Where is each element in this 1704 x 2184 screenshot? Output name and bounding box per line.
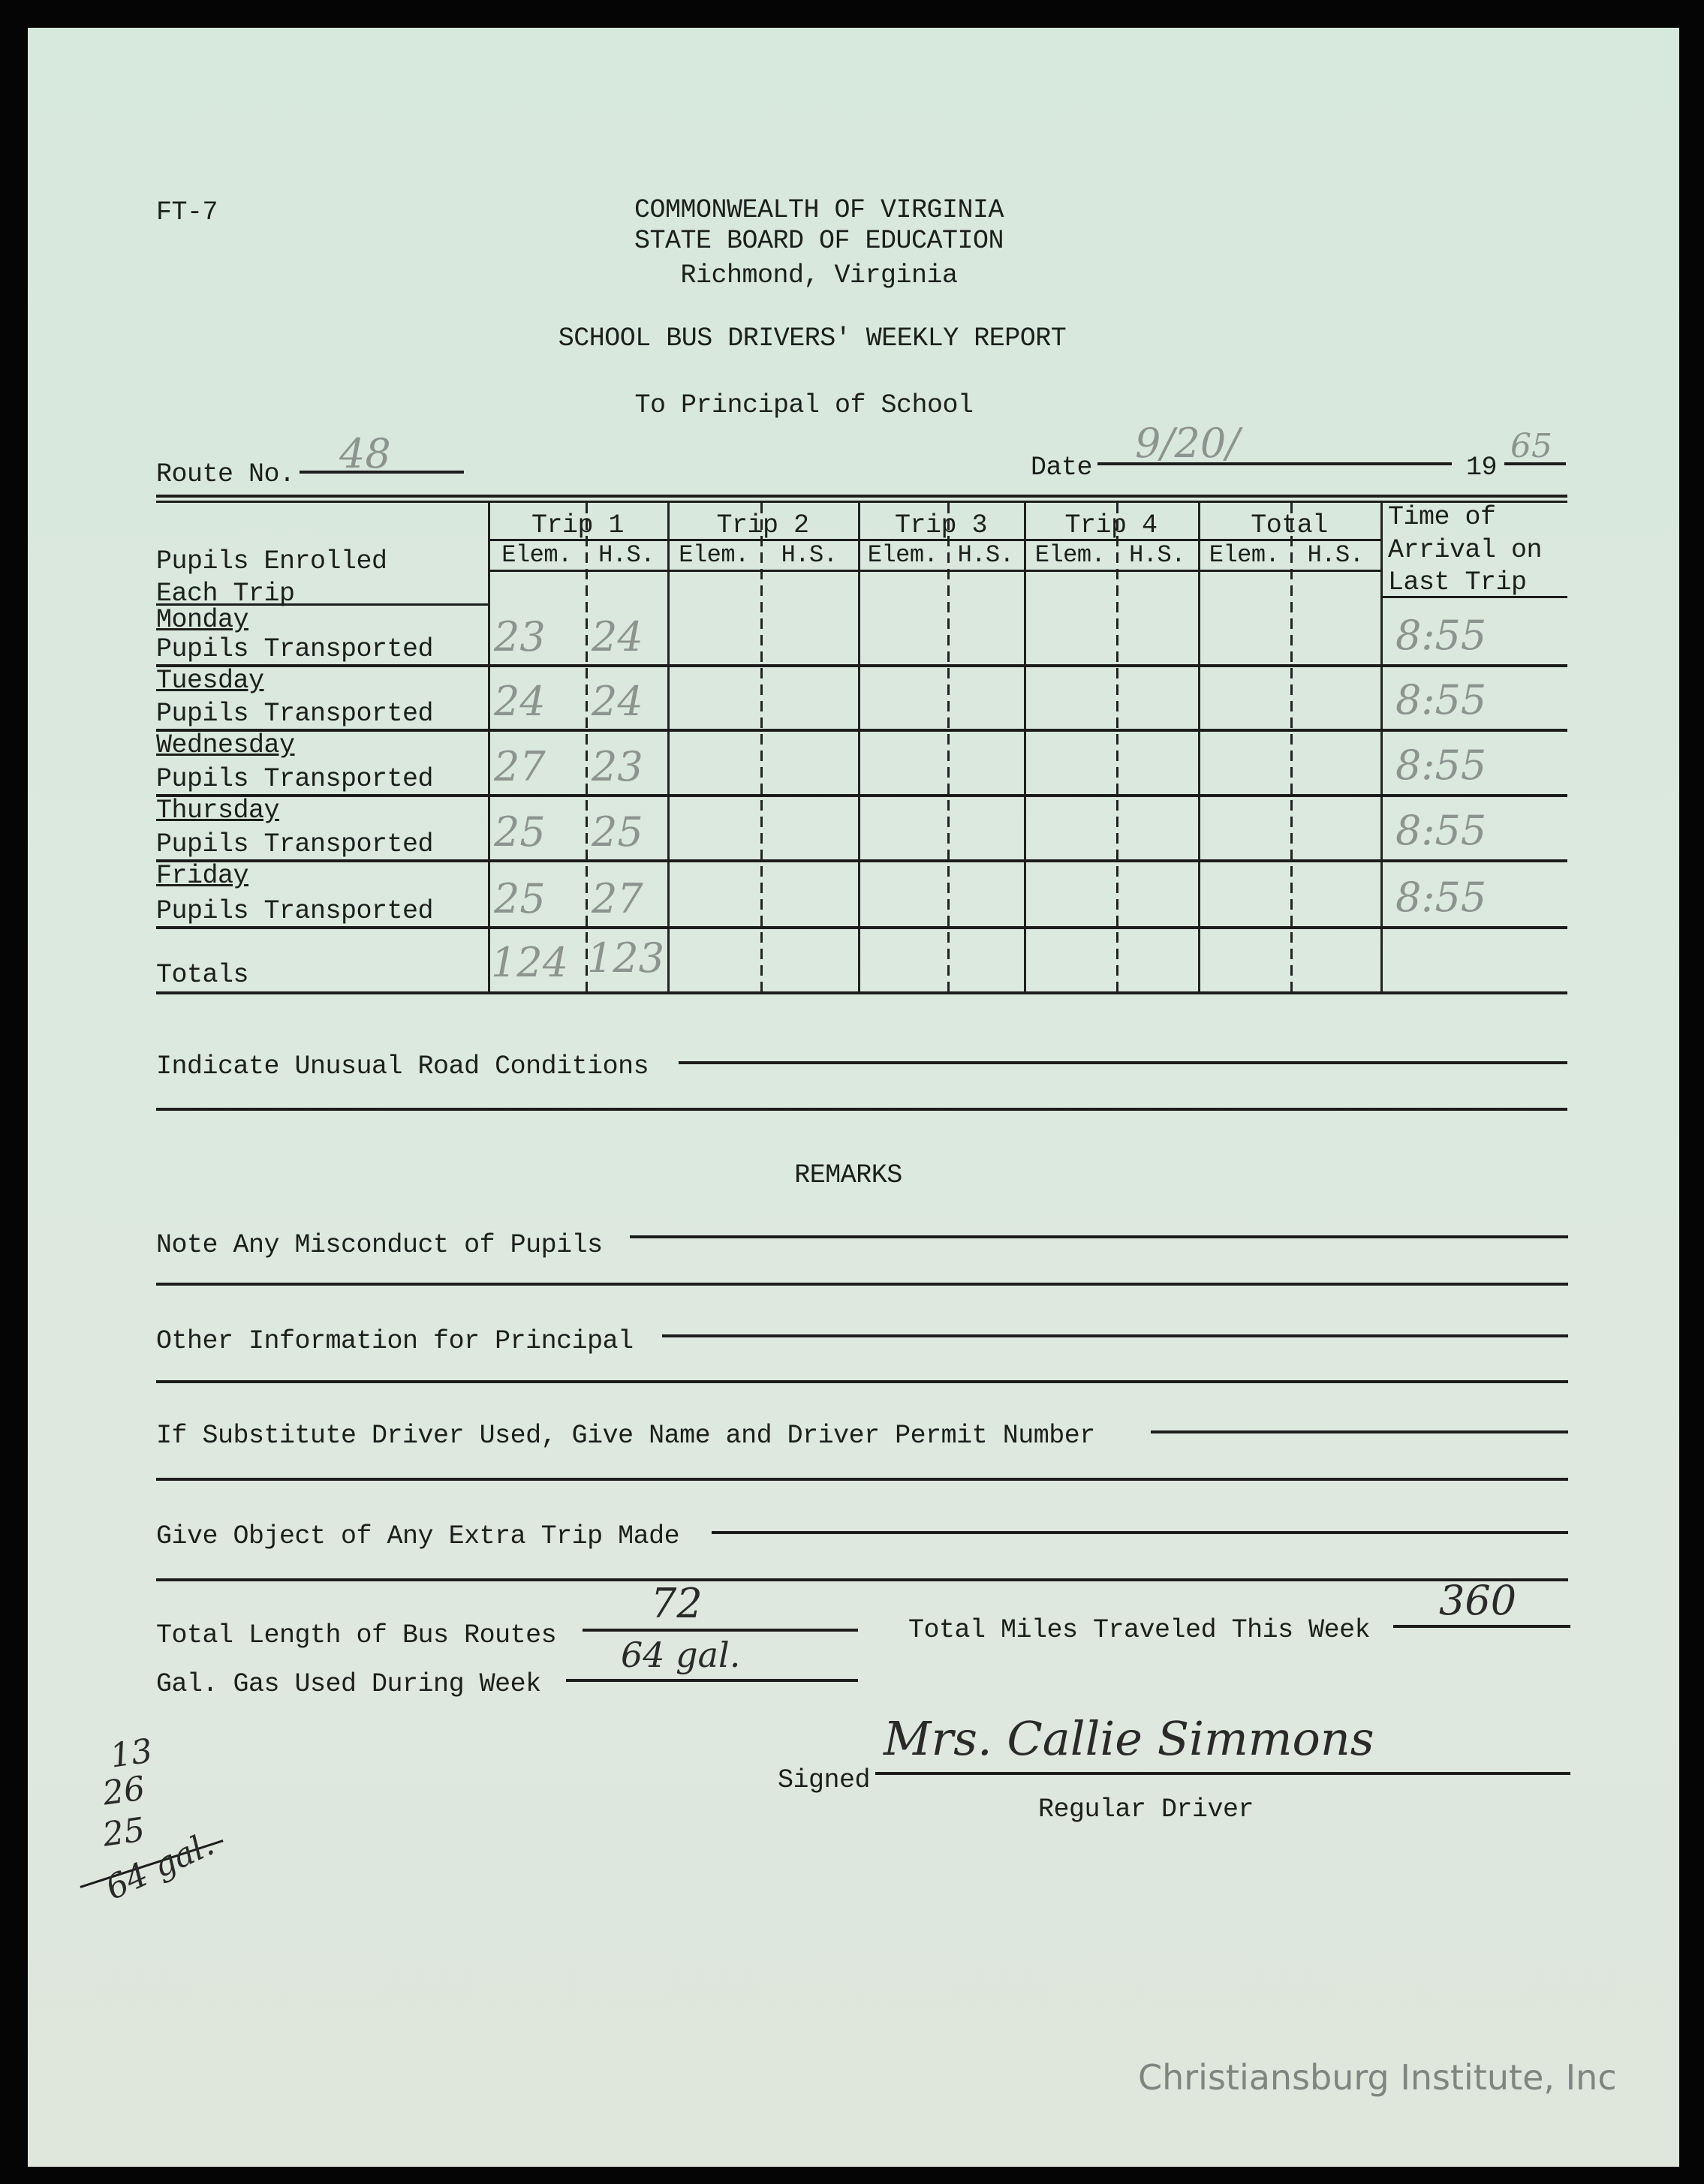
- watermark: Christiansburg Institute, Inc: [1138, 2057, 1617, 2098]
- row-rule: [156, 664, 1567, 667]
- report-subtitle: To Principal of School: [634, 390, 974, 420]
- route-length-value: 72: [651, 1580, 703, 1627]
- date-value: 9/20/: [1135, 420, 1240, 467]
- report-form: FT-7 COMMONWEALTH OF VIRGINIA STATE BOAR…: [28, 28, 1679, 2167]
- hs-count: 24: [592, 678, 643, 725]
- row-label: Pupils Transported: [156, 764, 434, 794]
- elem-header: Elem.: [1209, 541, 1280, 569]
- route-length-label: Total Length of Bus Routes: [156, 1620, 557, 1650]
- totals-label: Totals: [156, 960, 249, 990]
- day-label: Friday: [156, 861, 249, 891]
- road-conditions-label: Indicate Unusual Road Conditions: [156, 1051, 649, 1081]
- column-divider: [760, 503, 763, 991]
- remarks-heading: REMARKS: [794, 1160, 902, 1190]
- table-rule: [156, 495, 1567, 498]
- totals-elem: 124: [491, 939, 569, 986]
- table-rule: [1380, 596, 1567, 598]
- elem-header: Elem.: [1034, 541, 1106, 569]
- row-label: Pupils Transported: [156, 829, 434, 859]
- enrolled-label: Pupils Enrolled: [156, 546, 387, 576]
- elem-count: 25: [494, 875, 546, 922]
- trip-header: Trip 1: [531, 510, 625, 540]
- trip-header: Trip 3: [894, 510, 988, 540]
- route-value: 48: [339, 430, 391, 477]
- hs-header: H.S.: [1129, 541, 1185, 569]
- arrival-time: 8:55: [1395, 874, 1487, 921]
- column-divider: [1198, 503, 1200, 991]
- column-divider: [1024, 503, 1026, 991]
- elem-header: Elem.: [679, 541, 749, 569]
- arrival-time: 8:55: [1395, 742, 1487, 789]
- row-label: Pupils Transported: [156, 634, 434, 664]
- column-divider: [667, 503, 670, 991]
- row-rule: [156, 991, 1567, 994]
- hs-count: 23: [592, 743, 643, 790]
- miles-label: Total Miles Traveled This Week: [908, 1615, 1371, 1645]
- trip-header: Trip 2: [716, 510, 809, 540]
- hs-header: H.S.: [781, 541, 838, 569]
- substitute-label: If Substitute Driver Used, Give Name and…: [156, 1421, 1095, 1451]
- header-state: COMMONWEALTH OF VIRGINIA: [634, 195, 1004, 225]
- day-label: Monday: [156, 605, 249, 635]
- arrival-time: 8:55: [1395, 676, 1487, 723]
- elem-count: 23: [494, 613, 546, 660]
- hs-header: H.S.: [1307, 541, 1364, 569]
- extra-trip-label: Give Object of Any Extra Trip Made: [156, 1521, 680, 1551]
- table-rule: [156, 603, 488, 606]
- trip-header: Trip 4: [1064, 510, 1158, 540]
- arrival-header: Time of: [1388, 502, 1496, 532]
- elem-header: Elem.: [501, 541, 572, 569]
- date-label: Date: [1031, 453, 1093, 483]
- route-label: Route No.: [156, 459, 295, 489]
- row-rule: [156, 859, 1567, 862]
- signature-role: Regular Driver: [1038, 1794, 1254, 1825]
- column-divider: [947, 503, 950, 991]
- hs-header: H.S.: [957, 541, 1014, 569]
- hs-count: 24: [592, 613, 643, 660]
- column-divider: [1116, 503, 1118, 991]
- row-rule: [156, 926, 1567, 929]
- elem-header: Elem.: [867, 541, 938, 569]
- elem-count: 27: [494, 743, 546, 790]
- header-city: Richmond, Virginia: [680, 260, 958, 290]
- arrival-header: Arrival on: [1388, 535, 1543, 565]
- row-label: Pupils Transported: [156, 699, 434, 729]
- header-board: STATE BOARD OF EDUCATION: [634, 226, 1004, 256]
- row-rule: [156, 794, 1567, 797]
- gas-label: Gal. Gas Used During Week: [156, 1669, 541, 1699]
- column-divider: [1290, 503, 1293, 991]
- column-divider: [586, 503, 588, 991]
- table-rule: [156, 501, 1567, 503]
- misconduct-label: Note Any Misconduct of Pupils: [156, 1230, 603, 1260]
- hs-count: 27: [592, 875, 643, 922]
- column-divider: [488, 503, 490, 991]
- arrival-time: 8:55: [1395, 807, 1487, 854]
- other-info-label: Other Information for Principal: [156, 1326, 634, 1356]
- year-value: 65: [1510, 427, 1552, 465]
- report-title: SCHOOL BUS DRIVERS' WEEKLY REPORT: [558, 323, 1067, 353]
- elem-count: 24: [494, 678, 546, 725]
- day-label: Tuesday: [156, 666, 264, 696]
- arrival-header: Last Trip: [1388, 567, 1527, 597]
- arrival-time: 8:55: [1395, 612, 1487, 659]
- day-label: Wednesday: [156, 730, 295, 760]
- totals-hs: 123: [587, 934, 665, 982]
- table-rule: [488, 570, 1380, 572]
- trip-header: Total: [1251, 510, 1328, 540]
- hs-count: 25: [592, 808, 643, 856]
- miles-value: 360: [1439, 1577, 1517, 1624]
- hs-header: H.S.: [598, 541, 655, 569]
- form-code: FT-7: [156, 197, 218, 227]
- column-divider: [1380, 503, 1383, 991]
- year-prefix: 19: [1466, 453, 1498, 483]
- gas-value: 64 gal.: [621, 1635, 741, 1675]
- table-rule: [488, 539, 1380, 541]
- day-label: Thursday: [156, 796, 280, 826]
- column-divider: [858, 503, 860, 991]
- signed-label: Signed: [778, 1765, 871, 1795]
- row-rule: [156, 729, 1567, 732]
- row-label: Pupils Transported: [156, 896, 434, 926]
- elem-count: 25: [494, 808, 546, 856]
- signature: Mrs. Callie Simmons: [884, 1711, 1374, 1766]
